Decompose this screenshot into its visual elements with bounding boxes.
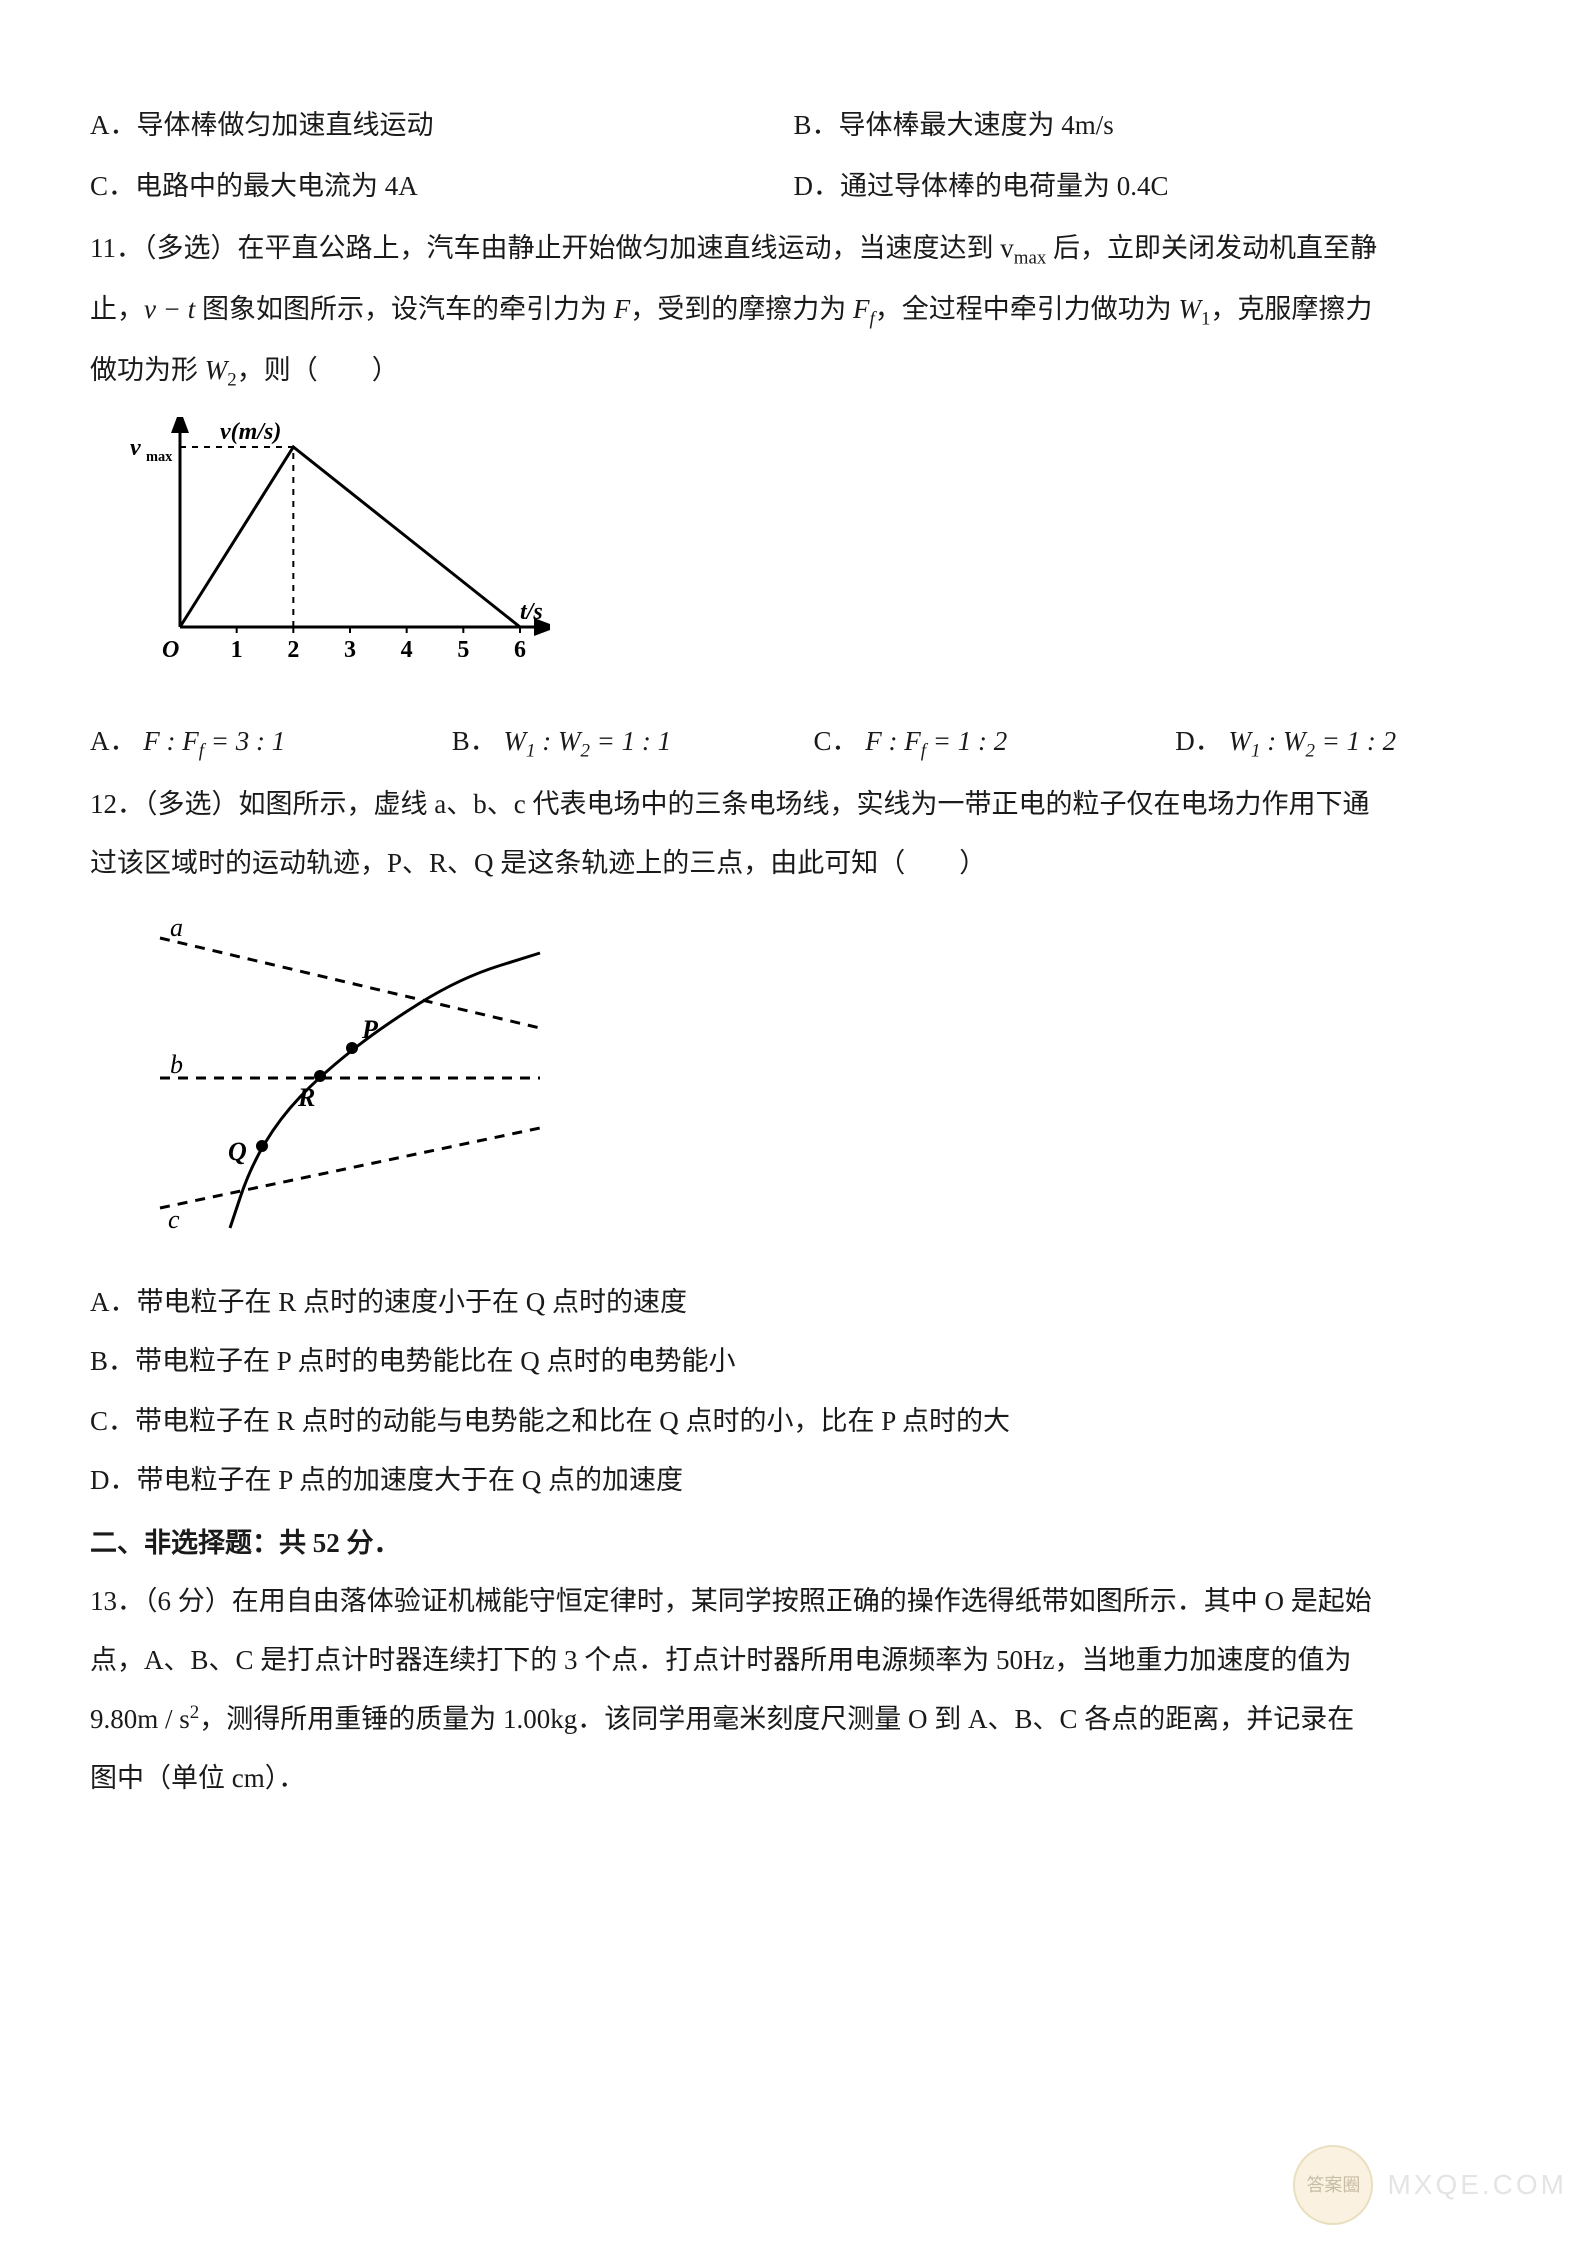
q11-c-label: C．	[814, 726, 859, 756]
q12-stem-l1: 12．（多选）如图所示，虚线 a、b、c 代表电场中的三条电场线，实线为一带正电…	[90, 779, 1497, 830]
q10-opt-d: D．通过导体棒的电荷量为 0.4C	[794, 161, 1498, 212]
svg-text:5: 5	[457, 637, 469, 663]
q10-opt-c: C．电路中的最大电流为 4A	[90, 161, 794, 212]
svg-text:t/s: t/s	[520, 599, 543, 625]
q11-c-math: F : Ff = 1 : 2	[865, 726, 1007, 756]
q11-a-label: A．	[90, 726, 137, 756]
q13-p4: 图中（单位 cm）．	[90, 1753, 1497, 1804]
q10-options-2: C．电路中的最大电流为 4A D．通过导体棒的电荷量为 0.4C	[90, 161, 1497, 212]
q12-opt-a: A．带电粒子在 R 点时的速度小于在 Q 点时的速度	[90, 1277, 1497, 1328]
q13-mass: 1.00kg	[503, 1704, 577, 1734]
q13-hz: 50Hz	[996, 1645, 1054, 1675]
q12-figure: a b c P R Q	[110, 908, 1497, 1255]
q11-opt-b: B． W1 : W2 = 1 : 1	[452, 716, 774, 769]
q13-p3: 9.80m / s2，测得所用重锤的质量为 1.00kg．该同学用毫米刻度尺测量…	[90, 1694, 1497, 1745]
section2-heading: 二、非选择题：共 52 分．	[90, 1518, 1497, 1569]
q11-vt: v − t	[144, 294, 195, 324]
q11-d-label: D．	[1175, 726, 1222, 756]
q12-diagram-svg: a b c P R Q	[110, 908, 550, 1238]
q11-W1-sub: 1	[1201, 308, 1210, 329]
svg-text:4: 4	[401, 637, 413, 663]
q11-Ff: F	[853, 294, 870, 324]
q12-stem-l2: 过该区域时的运动轨迹，P、R、Q 是这条轨迹上的三点，由此可知（ ）	[90, 838, 1497, 889]
q13-p3c: ．该同学用毫米刻度尺测量 O 到 A、B、C 各点的距离，并记录在	[577, 1704, 1354, 1734]
q13-p2a: 点，A、B、C 是打点计时器连续打下的 3 个点．打点计时器所用电源频率为	[90, 1645, 996, 1675]
q11-p2d: ，全过程中牵引力做功为	[875, 294, 1179, 324]
q11-opt-a: A． F : Ff = 3 : 1	[90, 716, 412, 769]
q11-b-label: B．	[452, 726, 497, 756]
q11-stem-line1: 11．（多选）在平直公路上，汽车由静止开始做匀加速直线运动，当速度达到 vmax…	[90, 223, 1497, 276]
svg-text:max: max	[146, 449, 173, 465]
q10-opt-b: B．导体棒最大速度为 4m/s	[794, 100, 1498, 151]
svg-text:v: v	[130, 435, 141, 461]
watermark: 答案圈 MXQE.COM	[1293, 2145, 1567, 2225]
svg-text:c: c	[168, 1205, 180, 1234]
q10-opt-a: A．导体棒做匀加速直线运动	[90, 100, 794, 151]
q11-p2c: ，受到的摩擦力为	[630, 294, 853, 324]
q10-options: A．导体棒做匀加速直线运动 B．导体棒最大速度为 4m/s	[90, 100, 1497, 151]
svg-text:6: 6	[514, 637, 526, 663]
q13-p2b: ，当地重力加速度的值为	[1055, 1645, 1352, 1675]
q13-p2: 点，A、B、C 是打点计时器连续打下的 3 个点．打点计时器所用电源频率为 50…	[90, 1635, 1497, 1686]
svg-text:2: 2	[287, 637, 299, 663]
q11-stem-line3: 做功为形 W2，则（ ）	[90, 345, 1497, 398]
q13-p3a: 9.80m / s	[90, 1704, 190, 1734]
q11-a-math: F : Ff = 3 : 1	[143, 726, 285, 756]
svg-text:b: b	[170, 1050, 183, 1079]
q11-options: A． F : Ff = 3 : 1 B． W1 : W2 = 1 : 1 C． …	[90, 716, 1497, 769]
q11-p3b: ，则（ ）	[237, 355, 399, 385]
q11-chart-svg: 1 2 3 4 5 6 Ov(m/s) t/s vmax	[110, 417, 550, 677]
watermark-logo-icon: 答案圈	[1293, 2145, 1373, 2225]
q11-stem-p1: 11．（多选）在平直公路上，汽车由静止开始做匀加速直线运动，当速度达到 v	[90, 233, 1014, 263]
q13-p3a-sup: 2	[190, 1702, 199, 1723]
q11-opt-d: D． W1 : W2 = 1 : 2	[1175, 716, 1497, 769]
q11-W1: W	[1178, 294, 1201, 324]
q12-opt-b: B．带电粒子在 P 点时的电势能比在 Q 点时的电势能小	[90, 1336, 1497, 1387]
q11-p3a: 做功为形	[90, 355, 205, 385]
svg-text:a: a	[170, 913, 183, 942]
q11-W2: W	[205, 355, 228, 385]
q12-opt-c: C．带电粒子在 R 点时的动能与电势能之和比在 Q 点时的小，比在 P 点时的大	[90, 1396, 1497, 1447]
q13-p1: 13．（6 分）在用自由落体验证机械能守恒定律时，某同学按照正确的操作选得纸带如…	[90, 1576, 1497, 1627]
q11-vmax-sub: max	[1014, 247, 1047, 268]
q11-p2e: ，克服摩擦力	[1210, 294, 1372, 324]
svg-text:P: P	[361, 1015, 379, 1044]
svg-text:Q: Q	[228, 1137, 247, 1166]
q11-b-math: W1 : W2 = 1 : 1	[504, 726, 672, 756]
svg-text:v(m/s): v(m/s)	[220, 419, 281, 445]
q12-opt-d: D．带电粒子在 P 点的加速度大于在 Q 点的加速度	[90, 1455, 1497, 1506]
exam-page: A．导体棒做匀加速直线运动 B．导体棒最大速度为 4m/s C．电路中的最大电流…	[0, 0, 1587, 2245]
q11-stem-line2: 止，v − t 图象如图所示，设汽车的牵引力为 F，受到的摩擦力为 Ff，全过程…	[90, 284, 1497, 337]
q13-p3b: ，测得所用重锤的质量为	[199, 1704, 503, 1734]
q11-opt-c: C． F : Ff = 1 : 2	[814, 716, 1136, 769]
q11-W2-sub: 2	[227, 370, 236, 391]
q11-p2b: 图象如图所示，设汽车的牵引力为	[195, 294, 614, 324]
q11-figure: 1 2 3 4 5 6 Ov(m/s) t/s vmax	[110, 417, 1497, 694]
q11-p2a: 止，	[90, 294, 144, 324]
q11-d-math: W1 : W2 = 1 : 2	[1229, 726, 1397, 756]
svg-text:3: 3	[344, 637, 356, 663]
q11-F: F	[614, 294, 631, 324]
svg-text:R: R	[297, 1083, 315, 1112]
q11-stem-p1b: 后，立即关闭发动机直至静	[1046, 233, 1377, 263]
watermark-url: MXQE.COM	[1387, 2158, 1567, 2211]
svg-text:O: O	[162, 637, 179, 663]
svg-text:1: 1	[231, 637, 243, 663]
